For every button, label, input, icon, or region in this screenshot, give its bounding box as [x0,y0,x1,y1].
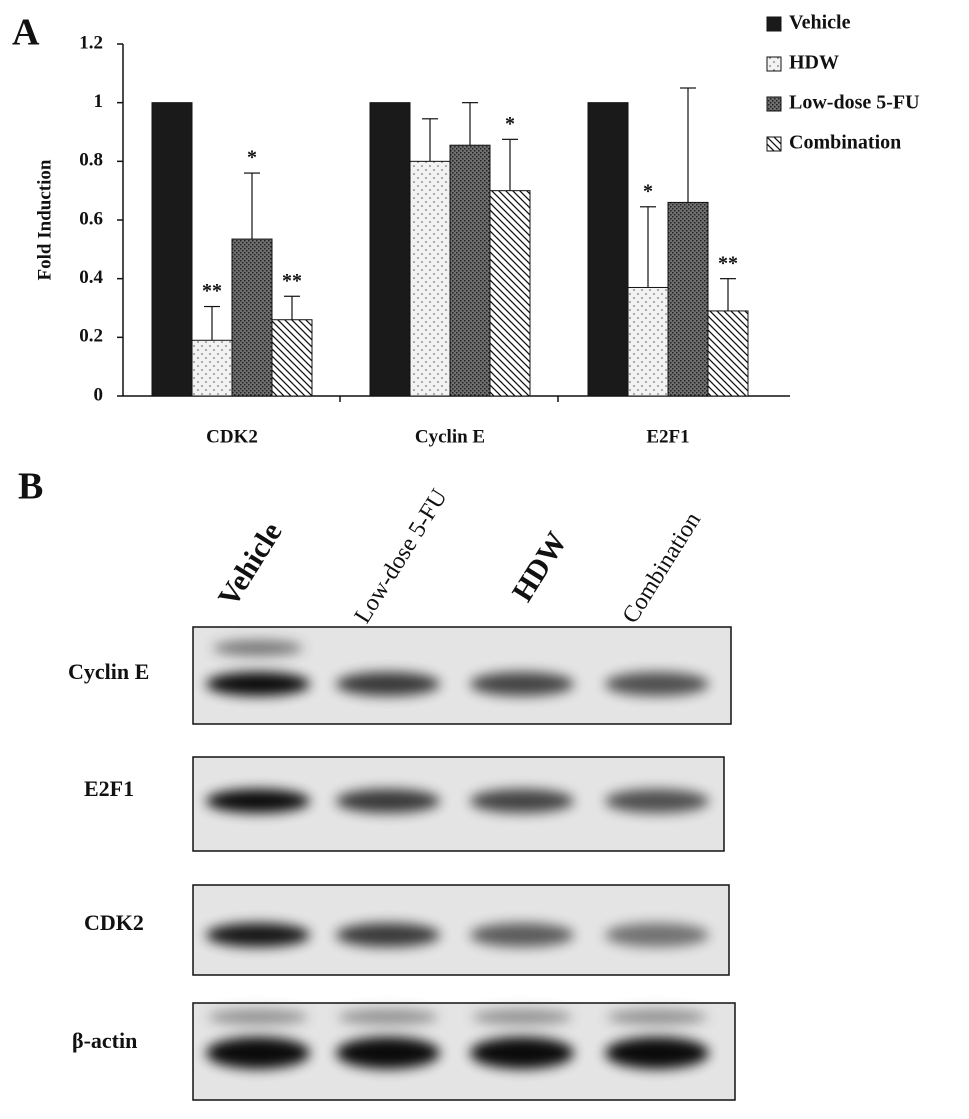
row-label: CDK2 [84,910,144,935]
band [470,923,574,947]
band [470,1037,574,1069]
bar [707,310,749,397]
bar [667,201,709,397]
bar [587,102,629,397]
panel-label: B [18,466,43,508]
band [605,789,709,813]
y-tick-label: 0 [94,384,104,405]
band [607,1009,707,1025]
x-tick-label: E2F1 [646,426,689,447]
band [472,1009,572,1025]
band [336,789,440,813]
legend-swatch [766,136,782,152]
significance-label: * [505,113,515,135]
band [336,672,440,696]
legend-swatch [766,56,782,72]
row-label: β-actin [72,1028,137,1053]
band [206,923,310,947]
band [206,789,310,813]
band [605,672,709,696]
panel-label: A [12,12,40,54]
band [206,672,310,696]
bar [369,102,411,397]
y-tick-label: 0.4 [79,267,103,288]
significance-label: ** [718,252,738,274]
row-label: E2F1 [84,776,134,801]
band [605,1037,709,1069]
bar [627,286,669,397]
bar [489,190,531,397]
band [336,1037,440,1069]
band [213,640,303,656]
significance-label: * [247,147,257,169]
legend-swatch [766,16,782,32]
band [206,1037,310,1069]
significance-label: * [643,180,653,202]
y-tick-label: 0.8 [79,150,103,171]
bar [151,102,193,397]
significance-label: ** [202,280,222,302]
legend-label: Vehicle [789,12,851,34]
band [338,1009,438,1025]
legend-label: HDW [789,52,839,74]
band [336,923,440,947]
y-axis-label: Fold Induction [34,159,55,280]
band [605,923,709,947]
legend-label: Combination [789,132,901,154]
bar [409,160,451,397]
y-tick-label: 1 [94,91,104,112]
row-label: Cyclin E [68,659,149,684]
x-tick-label: CDK2 [206,426,258,447]
band [470,789,574,813]
x-tick-label: Cyclin E [415,426,485,447]
bar [231,238,273,397]
significance-label: ** [282,270,302,292]
band [470,672,574,696]
legend-swatch [766,96,782,112]
y-tick-label: 0.6 [79,208,103,229]
bar [271,319,313,397]
band [208,1009,308,1025]
bar [449,144,491,397]
y-tick-label: 1.2 [79,32,103,53]
legend-label: Low-dose 5-FU [789,92,920,114]
bar [191,339,233,397]
y-tick-label: 0.2 [79,326,103,347]
